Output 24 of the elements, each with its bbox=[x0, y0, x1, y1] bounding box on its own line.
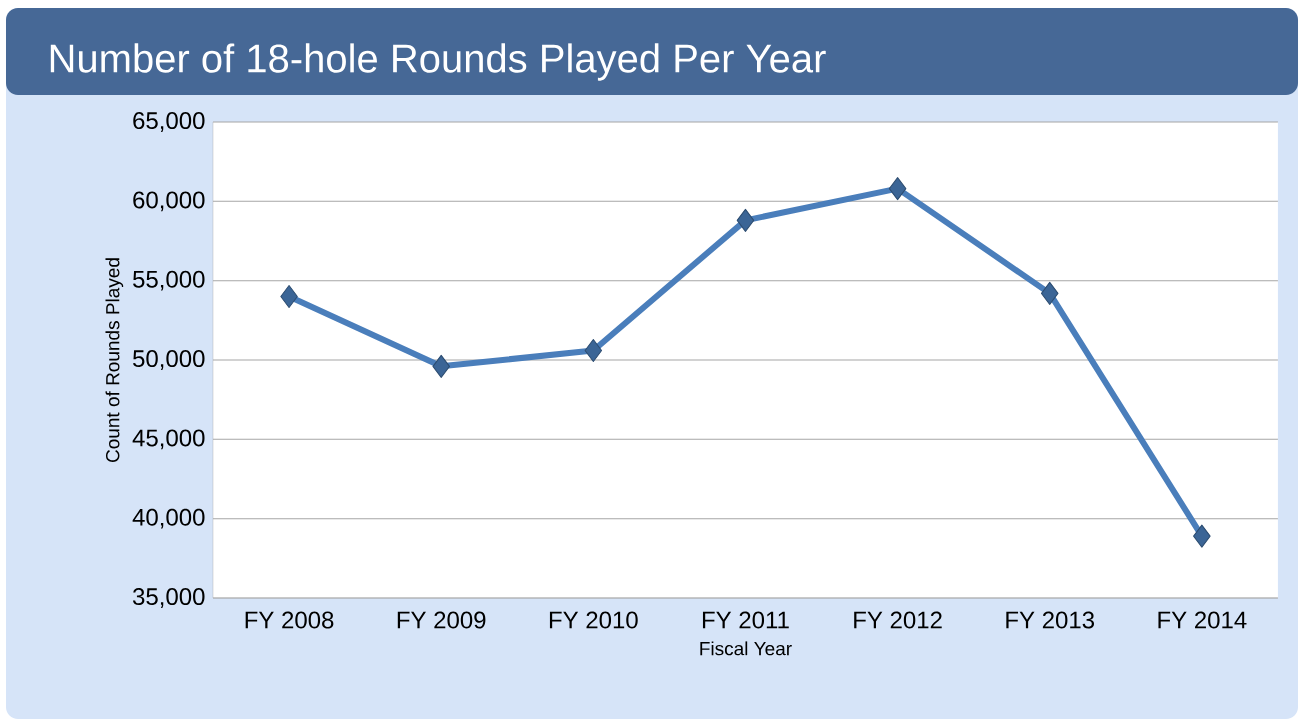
x-tick-label: FY 2014 bbox=[1158, 611, 1247, 629]
point bbox=[432, 354, 450, 378]
y-tick-label: 45,000 bbox=[132, 429, 205, 450]
y-tick-label: 40,000 bbox=[132, 508, 205, 529]
x-tick-label: FY 2008 bbox=[245, 611, 334, 629]
chart-title: Number of 18-hole Rounds Played Per Year bbox=[50, 43, 826, 81]
point bbox=[1040, 281, 1059, 305]
y-tick-label: 50,000 bbox=[133, 350, 205, 370]
y-tick-label: 35,000 bbox=[132, 588, 205, 608]
y-tick-label: 65,000 bbox=[133, 112, 205, 132]
x-tick-label: FY 2013 bbox=[1006, 611, 1095, 629]
point bbox=[584, 338, 603, 362]
y-tick-label: 55,000 bbox=[133, 270, 205, 291]
y-tick-label: 60,000 bbox=[133, 191, 205, 212]
x-tick-label: FY 2010 bbox=[549, 611, 638, 629]
y-axis-title: Count of Rounds Played bbox=[105, 258, 124, 463]
point bbox=[736, 208, 755, 232]
x-axis-title: Fiscal Year bbox=[700, 641, 792, 656]
x-tick-label: FY 2011 bbox=[702, 611, 789, 629]
x-tick-label: FY 2009 bbox=[397, 611, 486, 629]
point bbox=[280, 285, 298, 309]
point bbox=[888, 177, 907, 201]
point bbox=[1193, 524, 1211, 548]
x-tick-label: FY 2012 bbox=[854, 611, 942, 629]
